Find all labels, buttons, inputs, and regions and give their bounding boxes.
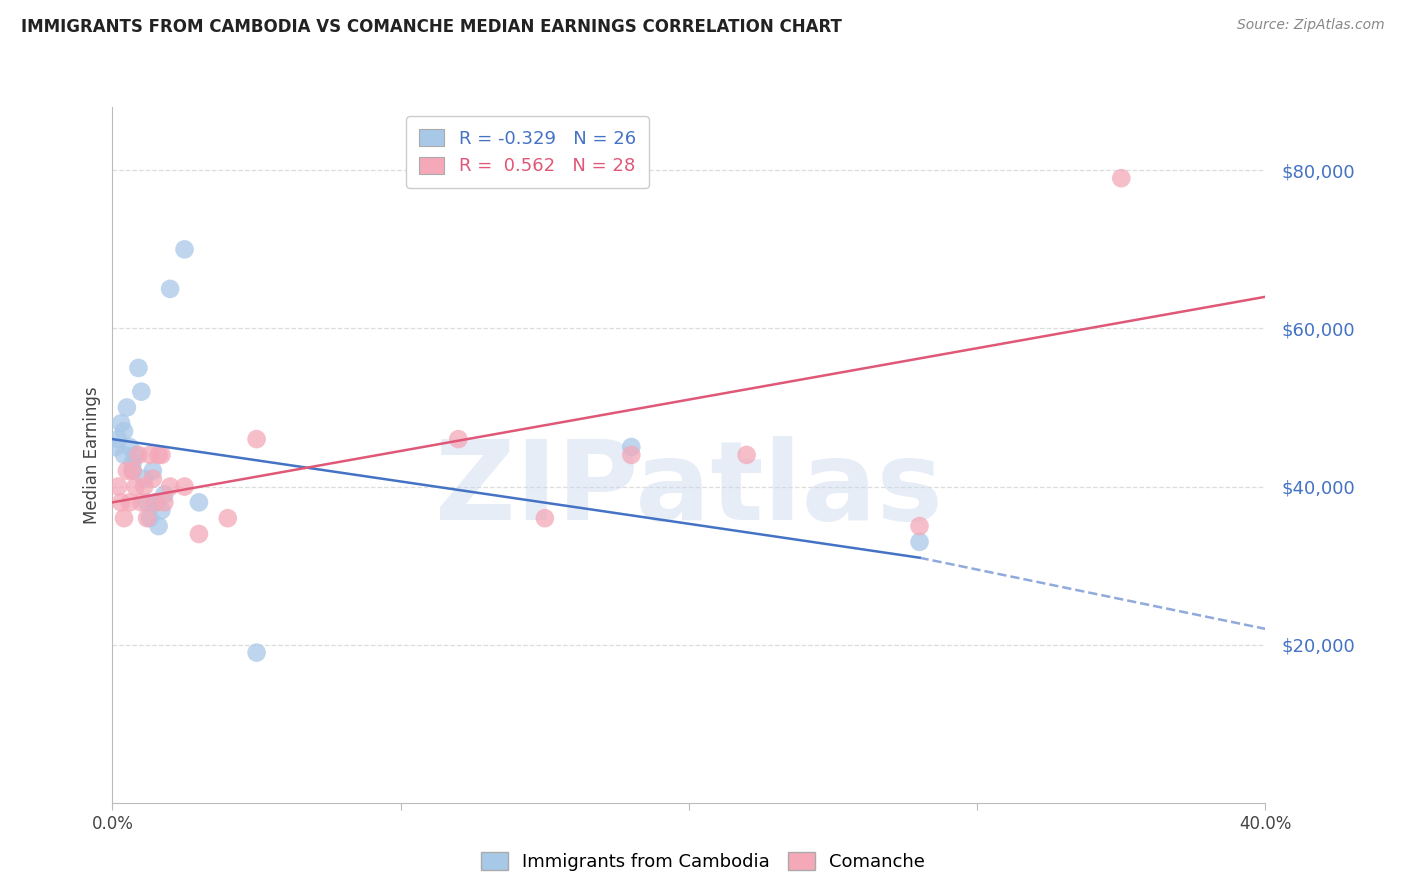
Point (246, 432, 269, 446)
Y-axis label: Median Earnings: Median Earnings (83, 386, 101, 524)
Point (217, 511, 239, 525)
Point (246, 646, 269, 660)
Point (173, 243, 195, 257)
Point (447, 432, 470, 446)
Point (150, 503, 173, 517)
Point (110, 495, 132, 509)
Point (188, 495, 211, 509)
Point (110, 417, 132, 431)
Legend: Immigrants from Cambodia, Comanche: Immigrants from Cambodia, Comanche (474, 846, 932, 879)
Point (134, 472, 156, 486)
Point (124, 479, 146, 493)
Point (112, 511, 135, 525)
Point (121, 464, 143, 478)
Point (188, 527, 211, 541)
Text: Source: ZipAtlas.com: Source: ZipAtlas.com (1237, 18, 1385, 32)
Point (145, 495, 167, 509)
Point (124, 448, 146, 462)
Point (148, 519, 170, 533)
Point (145, 495, 167, 509)
Point (142, 472, 165, 486)
Point (139, 511, 162, 525)
Point (115, 401, 138, 415)
Point (112, 448, 135, 462)
Point (908, 519, 931, 533)
Point (107, 432, 129, 446)
Point (115, 464, 138, 478)
Point (534, 511, 557, 525)
Point (153, 495, 176, 509)
Point (107, 479, 129, 493)
Point (104, 440, 127, 454)
Point (112, 424, 135, 438)
Point (159, 282, 181, 296)
Point (136, 495, 159, 509)
Point (153, 487, 176, 501)
Point (173, 479, 195, 493)
Point (620, 440, 643, 454)
Point (159, 479, 181, 493)
Point (129, 495, 153, 509)
Point (1111, 171, 1133, 186)
Point (908, 534, 931, 549)
Point (134, 479, 156, 493)
Point (118, 495, 141, 509)
Point (127, 448, 149, 462)
Point (735, 448, 758, 462)
Point (620, 448, 643, 462)
Point (129, 384, 153, 399)
Point (142, 464, 165, 478)
Point (121, 456, 143, 470)
Point (150, 448, 173, 462)
Point (121, 464, 143, 478)
Text: ZIPatlas: ZIPatlas (434, 436, 943, 543)
Point (148, 448, 170, 462)
Legend: R = -0.329   N = 26, R =  0.562   N = 28: R = -0.329 N = 26, R = 0.562 N = 28 (406, 116, 648, 188)
Point (118, 440, 141, 454)
Point (127, 361, 149, 376)
Text: IMMIGRANTS FROM CAMBODIA VS COMANCHE MEDIAN EARNINGS CORRELATION CHART: IMMIGRANTS FROM CAMBODIA VS COMANCHE MED… (21, 18, 842, 36)
Point (139, 448, 162, 462)
Point (136, 511, 159, 525)
